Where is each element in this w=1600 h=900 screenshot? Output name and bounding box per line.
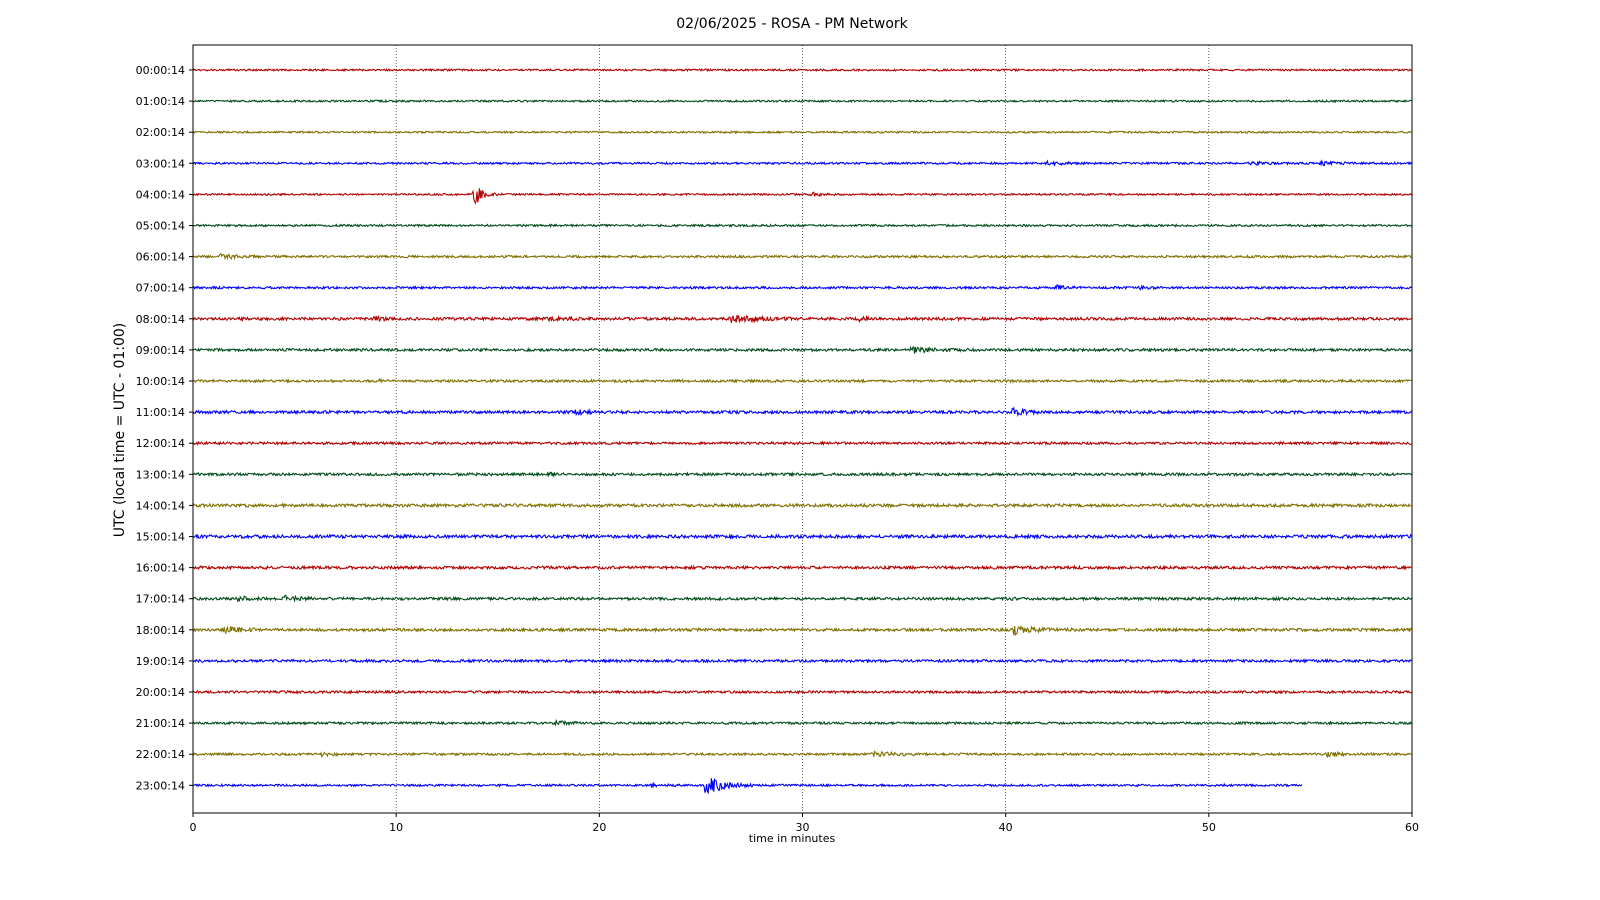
trace-line bbox=[192, 98, 1412, 104]
trace-line bbox=[193, 718, 1412, 727]
y-tick-label: 05:00:14 bbox=[136, 220, 185, 233]
y-tick-label: 02:00:14 bbox=[136, 126, 185, 139]
plot-frame bbox=[192, 44, 1413, 814]
x-tick-label: 30 bbox=[796, 821, 810, 834]
trace-line bbox=[192, 67, 1412, 73]
trace-line bbox=[192, 689, 1412, 695]
trace-line bbox=[192, 657, 1412, 664]
y-tick-label: 21:00:14 bbox=[136, 717, 185, 730]
y-tick-labels: 00:00:14 01:00:14 02:00:14 03:00:14 04:00:14… bbox=[136, 64, 193, 792]
y-tick-label: 23:00:14 bbox=[136, 779, 185, 792]
y-tick-label: 16:00:14 bbox=[136, 562, 185, 575]
trace-line bbox=[192, 188, 1412, 205]
y-tick-label: 11:00:14 bbox=[136, 406, 185, 419]
x-tick-labels: 0 10 20 30 40 50 60 bbox=[190, 813, 1419, 834]
trace-line bbox=[192, 406, 1412, 418]
x-axis-label: time in minutes bbox=[749, 832, 836, 845]
trace-line bbox=[192, 130, 1412, 135]
y-tick-label: 13:00:14 bbox=[136, 468, 185, 481]
x-tick-label: 40 bbox=[999, 821, 1013, 834]
y-tick-label: 06:00:14 bbox=[136, 251, 185, 264]
y-tick-label: 18:00:14 bbox=[136, 624, 185, 637]
trace-line bbox=[192, 532, 1412, 541]
y-tick-label: 12:00:14 bbox=[136, 437, 185, 450]
trace-line bbox=[192, 594, 1412, 603]
trace-line bbox=[192, 750, 1412, 759]
trace-line bbox=[192, 253, 1412, 261]
trace-line bbox=[192, 377, 1412, 384]
seismic-traces bbox=[192, 67, 1412, 795]
y-axis-label: UTC (local time = UTC - 01:00) bbox=[112, 323, 128, 538]
y-tick-label: 04:00:14 bbox=[136, 188, 185, 201]
y-tick-label: 01:00:14 bbox=[136, 95, 185, 108]
trace-line bbox=[192, 314, 1412, 324]
y-tick-label: 07:00:14 bbox=[136, 282, 185, 295]
trace-line bbox=[192, 564, 1412, 571]
y-tick-label: 20:00:14 bbox=[136, 686, 185, 699]
trace-line bbox=[192, 159, 1412, 167]
y-tick-label: 19:00:14 bbox=[136, 655, 185, 668]
trace-line bbox=[192, 777, 1303, 795]
y-tick-label: 22:00:14 bbox=[136, 748, 185, 761]
chart-title: 02/06/2025 - ROSA - PM Network bbox=[676, 16, 908, 32]
grid-lines bbox=[395, 45, 1210, 813]
x-tick-label: 20 bbox=[592, 821, 606, 834]
y-tick-label: 15:00:14 bbox=[136, 531, 185, 544]
y-tick-label: 10:00:14 bbox=[136, 375, 185, 388]
y-tick-label: 17:00:14 bbox=[136, 593, 185, 606]
y-tick-label: 03:00:14 bbox=[136, 157, 185, 170]
y-tick-label: 08:00:14 bbox=[136, 313, 185, 326]
x-tick-label: 10 bbox=[389, 821, 403, 834]
trace-line bbox=[192, 471, 1412, 478]
trace-line bbox=[192, 345, 1412, 354]
y-tick-label: 14:00:14 bbox=[136, 499, 185, 512]
x-tick-label: 60 bbox=[1405, 821, 1419, 834]
trace-line bbox=[192, 440, 1412, 447]
y-tick-label: 00:00:14 bbox=[136, 64, 185, 77]
x-tick-label: 0 bbox=[190, 821, 197, 834]
trace-line bbox=[192, 502, 1412, 509]
x-tick-label: 50 bbox=[1202, 821, 1216, 834]
trace-line bbox=[192, 625, 1412, 637]
trace-line bbox=[192, 223, 1412, 228]
y-tick-label: 09:00:14 bbox=[136, 344, 185, 357]
trace-line bbox=[192, 284, 1412, 291]
